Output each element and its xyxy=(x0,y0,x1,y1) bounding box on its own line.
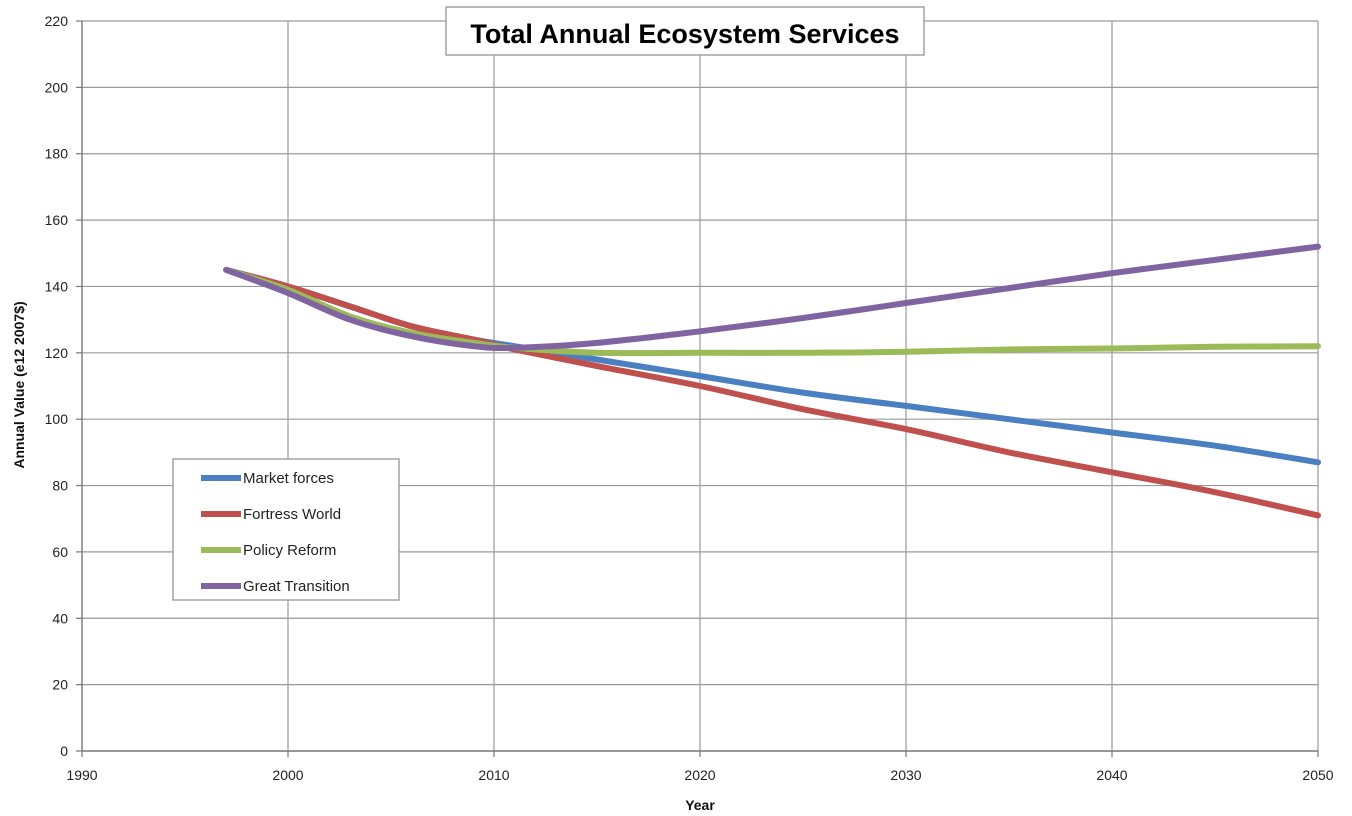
y-tick-label: 0 xyxy=(60,743,68,759)
x-tick-label: 2040 xyxy=(1096,767,1127,783)
y-tick-label: 60 xyxy=(52,544,68,560)
legend-label-policy-reform: Policy Reform xyxy=(243,542,336,559)
y-tick-label: 80 xyxy=(52,478,68,494)
y-tick-label: 200 xyxy=(45,79,69,95)
legend-label-fortress-world: Fortress World xyxy=(243,506,341,523)
x-tick-label: 1990 xyxy=(66,767,97,783)
legend-label-market-forces: Market forces xyxy=(243,470,334,487)
y-tick-label: 100 xyxy=(45,411,69,427)
y-tick-label: 160 xyxy=(45,212,69,228)
y-tick-label: 20 xyxy=(52,677,68,693)
legend-label-great-transition: Great Transition xyxy=(243,578,350,595)
x-tick-label: 2020 xyxy=(684,767,715,783)
y-axis-title: Annual Value (e12 2007$) xyxy=(11,301,27,468)
x-tick-label: 2030 xyxy=(890,767,921,783)
x-axis-title: Year xyxy=(685,797,715,813)
x-tick-label: 2050 xyxy=(1302,767,1333,783)
legend: Market forces Fortress World Policy Reform… xyxy=(173,459,399,600)
chart-title: Total Annual Ecosystem Services xyxy=(470,19,899,49)
y-tick-label: 140 xyxy=(45,278,69,294)
y-tick-label: 40 xyxy=(52,610,68,626)
y-tick-label: 180 xyxy=(45,146,69,162)
y-tick-label: 120 xyxy=(45,345,69,361)
x-tick-label: 2000 xyxy=(272,767,303,783)
y-tick-label: 220 xyxy=(45,13,69,29)
x-tick-label: 2010 xyxy=(478,767,509,783)
chart-title-box: Total Annual Ecosystem Services xyxy=(446,7,924,55)
